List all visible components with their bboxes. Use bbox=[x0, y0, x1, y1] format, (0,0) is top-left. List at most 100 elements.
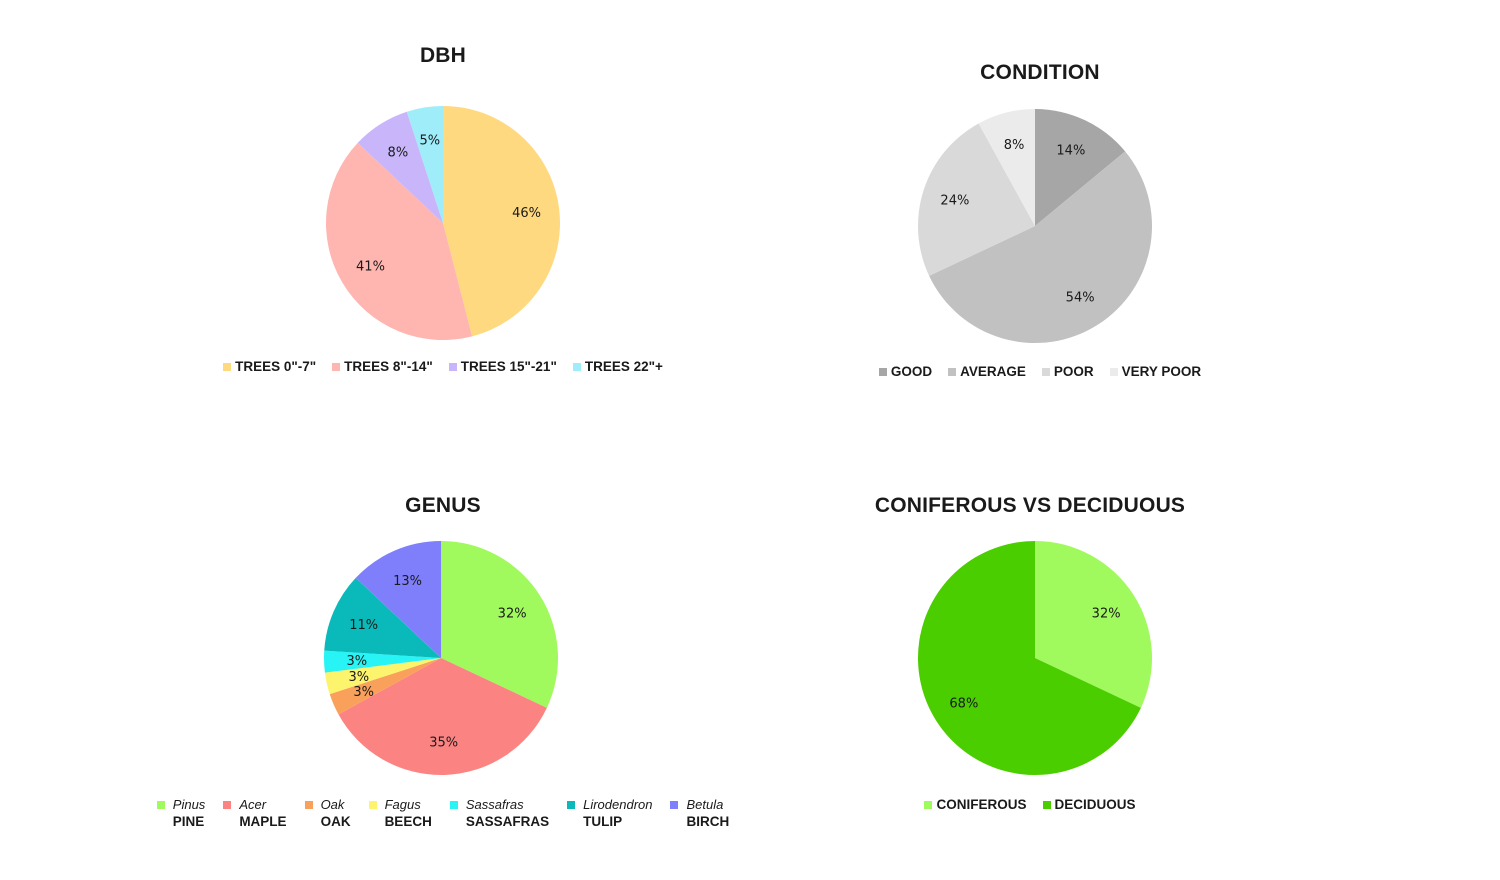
condition-pie-slice-poor bbox=[918, 123, 1035, 276]
genus-legend-item-fagus: Fagus BEECH bbox=[368, 797, 432, 829]
genus-pie-label-sassafras: 3% bbox=[346, 654, 367, 669]
coniferous-deciduous-pie-slice-coniferous bbox=[1035, 541, 1152, 708]
condition-legend: GOOD AVERAGE POOR VERY POOR bbox=[760, 364, 1320, 379]
dbh-pie-label-trees-0-7: 46% bbox=[512, 206, 541, 221]
condition-legend-swatch-good bbox=[878, 367, 887, 376]
condition-legend-swatch-very-poor bbox=[1109, 367, 1118, 376]
genus-legend-common-pinus: PINE bbox=[172, 814, 205, 829]
genus-pie-label-pinus: 32% bbox=[498, 606, 527, 621]
dbh-pie-label-trees-22: 5% bbox=[420, 133, 441, 148]
genus-legend-item-acer: Acer MAPLE bbox=[223, 797, 287, 829]
genus-legend-common-betula: BIRCH bbox=[686, 814, 730, 829]
dbh-chart-title: DBH bbox=[419, 44, 467, 67]
coniferous-deciduous-pie-label-coniferous: 32% bbox=[1092, 606, 1121, 621]
condition-legend-item-good: GOOD bbox=[878, 364, 933, 379]
genus-pie-slice-betula bbox=[355, 541, 441, 658]
genus-chart-title: GENUS bbox=[405, 494, 481, 517]
genus-legend-swatch-fagus bbox=[368, 800, 377, 809]
coniferous-deciduous-pie-slice-deciduous bbox=[918, 541, 1141, 775]
dbh-legend-text-trees-22: TREES 22"+ bbox=[584, 359, 663, 374]
condition-legend-text-poor: POOR bbox=[1053, 364, 1094, 379]
dbh-pie: 46% 41% 8% 5% bbox=[326, 106, 561, 340]
condition-legend-swatch-poor bbox=[1041, 367, 1050, 376]
dbh-pie-label-trees-15-21: 8% bbox=[388, 145, 409, 160]
genus-legend-latin-oak: Oak bbox=[320, 797, 345, 812]
condition-pie-slice-average bbox=[929, 151, 1152, 343]
condition-legend-swatch-average bbox=[948, 367, 957, 376]
condition-legend-item-poor: POOR bbox=[1041, 364, 1094, 379]
genus-pie-label-fagus: 3% bbox=[348, 670, 369, 685]
genus-legend-latin-fagus: Fagus bbox=[384, 797, 421, 812]
coniferous-deciduous-legend-swatch-coniferous bbox=[924, 800, 933, 809]
coniferous-deciduous-legend: CONIFEROUS DECIDUOUS bbox=[750, 797, 1310, 812]
coniferous-deciduous-pie: 32% 68% bbox=[918, 541, 1152, 775]
genus-chart-panel: GENUS 32% 35% 3% 3% 3% 11% 13% Pinus PINE Acer MA… bbox=[156, 440, 729, 860]
condition-pie-label-poor: 24% bbox=[940, 193, 969, 208]
dbh-legend-item-trees-8-14: TREES 8"-14" bbox=[332, 359, 433, 374]
coniferous-deciduous-chart-panel: CONIFEROUS VS DECIDUOUS 32% 68% CONIFEROU… bbox=[750, 440, 1310, 860]
genus-legend-latin-pinus: Pinus bbox=[172, 797, 206, 812]
genus-pie: 32%35%3%3%3%11%13% bbox=[324, 541, 558, 775]
coniferous-deciduous-legend-swatch-deciduous bbox=[1042, 800, 1051, 809]
condition-legend-item-average: AVERAGE bbox=[948, 364, 1026, 379]
dbh-pie-slice-trees-22 bbox=[406, 106, 443, 223]
dbh-legend-text-trees-8-14: TREES 8"-14" bbox=[344, 359, 433, 374]
genus-pie-slice-oak bbox=[329, 658, 441, 715]
genus-legend-latin-lirodendron: Lirodendron bbox=[583, 797, 653, 812]
dbh-legend-text-trees-0-7: TREES 0"-7" bbox=[235, 359, 317, 374]
genus-legend-common-fagus: BEECH bbox=[384, 814, 432, 829]
dbh-chart-panel: DBH 46% 41% 8% 5% TREES 0"-7" TREES 8"-14" TR… bbox=[163, 0, 723, 400]
genus-legend-swatch-betula bbox=[670, 800, 679, 809]
condition-pie-label-good: 14% bbox=[1056, 143, 1085, 158]
dbh-legend-text-trees-15-21: TREES 15"-21" bbox=[460, 359, 557, 374]
condition-legend-text-very-poor: VERY POOR bbox=[1121, 364, 1202, 379]
condition-pie: 14% 54% 24% 8% bbox=[918, 109, 1152, 343]
genus-legend-swatch-acer bbox=[223, 800, 232, 809]
dbh-legend-swatch-trees-0-7 bbox=[223, 362, 232, 371]
dbh-legend-swatch-trees-15-21 bbox=[448, 362, 457, 371]
condition-legend-text-good: GOOD bbox=[890, 364, 933, 379]
genus-legend: Pinus PINE Acer MAPLE Oak OAK Fagus BEECH Sassaf… bbox=[156, 797, 729, 829]
genus-legend-latin-sassafras: Sassafras bbox=[465, 797, 524, 812]
condition-pie-slice-very-poor bbox=[978, 109, 1035, 226]
genus-legend-item-oak: Oak OAK bbox=[304, 797, 351, 829]
genus-pie-slice-acer bbox=[338, 658, 547, 775]
genus-legend-common-oak: OAK bbox=[320, 814, 351, 829]
genus-legend-item-pinus: Pinus PINE bbox=[156, 797, 206, 829]
genus-legend-common-lirodendron: TULIP bbox=[583, 814, 623, 829]
condition-pie-slice-good bbox=[1035, 109, 1126, 226]
genus-pie-slice-sassafras bbox=[324, 650, 441, 673]
genus-legend-swatch-oak bbox=[304, 800, 313, 809]
genus-pie-label-oak: 3% bbox=[353, 685, 374, 700]
genus-legend-latin-acer: Acer bbox=[239, 797, 267, 812]
dbh-pie-slice-trees-0-7 bbox=[443, 106, 561, 337]
condition-pie-label-very-poor: 8% bbox=[1004, 138, 1025, 153]
genus-legend-swatch-sassafras bbox=[449, 800, 458, 809]
genus-pie-slice-fagus bbox=[324, 658, 441, 695]
genus-legend-common-acer: MAPLE bbox=[239, 814, 287, 829]
dbh-legend-swatch-trees-8-14 bbox=[332, 362, 341, 371]
genus-pie-label-lirodendron: 11% bbox=[349, 618, 378, 633]
genus-pie-slice-pinus bbox=[441, 541, 558, 708]
genus-legend-swatch-lirodendron bbox=[567, 800, 576, 809]
coniferous-deciduous-pie-label-deciduous: 68% bbox=[949, 697, 978, 712]
genus-pie-label-acer: 35% bbox=[429, 736, 458, 751]
genus-legend-item-lirodendron: Lirodendron TULIP bbox=[567, 797, 652, 829]
genus-pie-label-betula: 13% bbox=[393, 574, 422, 589]
coniferous-deciduous-legend-item-coniferous: CONIFEROUS bbox=[924, 797, 1027, 812]
dbh-legend-item-trees-0-7: TREES 0"-7" bbox=[223, 359, 316, 374]
condition-chart-title: CONDITION bbox=[980, 61, 1100, 84]
condition-legend-item-very-poor: VERY POOR bbox=[1109, 364, 1202, 379]
coniferous-deciduous-legend-text-coniferous: CONIFEROUS bbox=[936, 797, 1027, 812]
genus-legend-item-sassafras: Sassafras SASSAFRAS bbox=[449, 797, 549, 829]
dbh-legend-item-trees-15-21: TREES 15"-21" bbox=[448, 359, 557, 374]
condition-pie-label-average: 54% bbox=[1066, 291, 1095, 306]
genus-legend-swatch-pinus bbox=[156, 800, 165, 809]
condition-chart-panel: CONDITION 14% 54% 24% 8% GOOD AVERAGE POOR VER… bbox=[760, 0, 1320, 400]
dbh-legend: TREES 0"-7" TREES 8"-14" TREES 15"-21" TREE… bbox=[163, 359, 723, 374]
dbh-pie-slice-trees-15-21 bbox=[357, 111, 443, 223]
genus-legend-item-betula: Betula BIRCH bbox=[670, 797, 729, 829]
genus-legend-latin-betula: Betula bbox=[686, 797, 724, 812]
coniferous-deciduous-legend-text-deciduous: DECIDUOUS bbox=[1054, 797, 1136, 812]
coniferous-deciduous-chart-title: CONIFEROUS VS DECIDUOUS bbox=[874, 494, 1186, 517]
